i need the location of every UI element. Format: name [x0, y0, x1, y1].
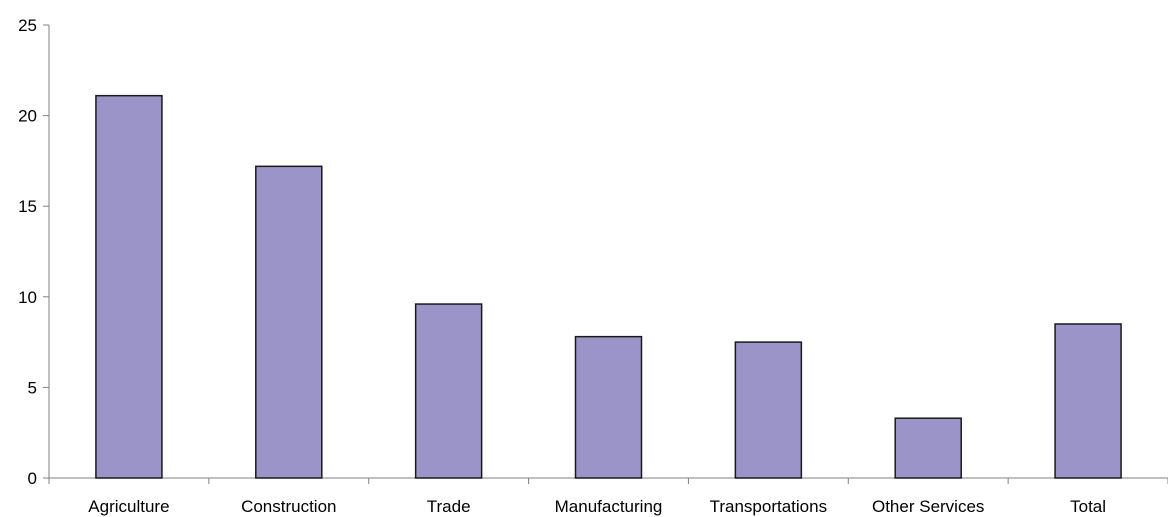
x-category-label: Agriculture — [88, 497, 169, 516]
y-tick-label: 10 — [18, 288, 37, 307]
y-tick-label: 20 — [18, 107, 37, 126]
x-category-label: Total — [1070, 497, 1106, 516]
x-category-label: Construction — [241, 497, 336, 516]
y-tick-label: 0 — [28, 469, 37, 488]
y-tick-label: 5 — [28, 378, 37, 397]
y-tick-label: 15 — [18, 197, 37, 216]
bar — [574, 335, 643, 479]
bar — [1054, 323, 1122, 479]
x-category-label: Trade — [427, 497, 471, 516]
x-axis: Agriculture Construction Trade Manufacturin… — [48, 477, 1168, 516]
y-axis: 0 5 10 15 20 25 — [18, 16, 50, 488]
bar — [95, 94, 163, 479]
x-category-label: Manufacturing — [555, 497, 663, 516]
bar — [414, 303, 483, 479]
bar — [255, 165, 323, 479]
x-category-label: Other Services — [872, 497, 984, 516]
bar — [734, 341, 803, 479]
bar — [894, 417, 962, 479]
x-category-label: Transportations — [710, 497, 827, 516]
bars — [95, 94, 1122, 479]
y-tick-label: 25 — [18, 16, 37, 35]
